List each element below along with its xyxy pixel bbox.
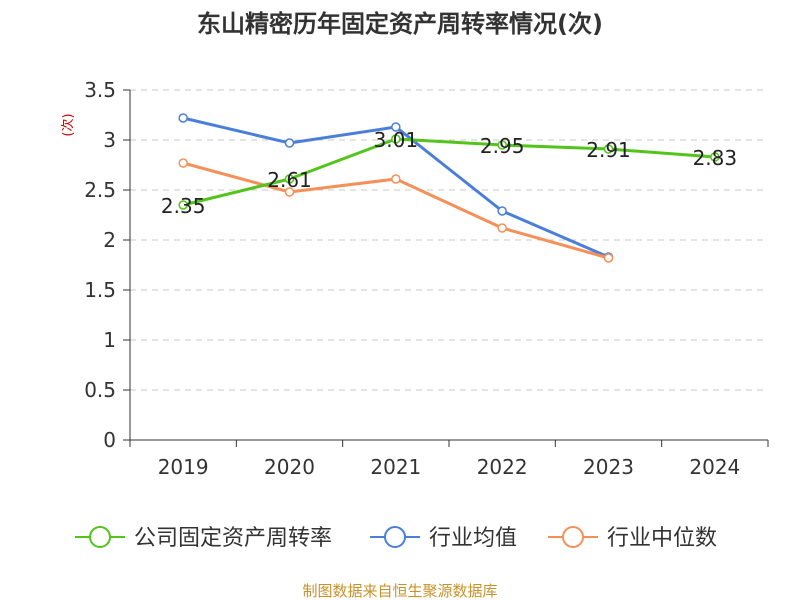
legend-marker [384,526,406,548]
series-layer [178,113,720,263]
data-point [497,140,507,150]
data-point [178,200,188,210]
y-tick-label: 0.5 [84,378,116,402]
data-point [391,174,401,184]
data-point [178,113,188,123]
data-label: 2.83 [693,146,738,170]
data-label: 2.91 [586,138,631,162]
y-tick-label: 2 [103,228,116,252]
y-tick-label: 3 [103,128,116,152]
data-label: 2.35 [161,194,206,218]
data-point [391,122,401,132]
legend-label: 公司固定资产周转率 [134,526,332,551]
x-tick-label: 2019 [158,455,209,479]
x-tick-label: 2023 [583,455,634,479]
data-label: 2.61 [267,168,312,192]
chart-title: 东山精密历年固定资产周转率情况(次) [197,10,603,38]
x-tick-label: 2021 [370,455,421,479]
y-axis-label: (次) [60,113,76,136]
data-point [284,138,295,148]
legend-label: 行业均值 [429,526,517,551]
data-label: 3.01 [374,128,419,152]
y-tick-label: 3.5 [84,78,116,102]
data-label: 2.95 [480,134,525,158]
legend-label: 行业中位数 [607,526,717,551]
data-labels: 2.35 2.61 3.01 2.95 2.91 2.83 [161,128,737,218]
x-tick-label: 2022 [477,455,528,479]
data-point [284,174,295,184]
y-tick-label: 1.5 [84,278,116,302]
data-point [710,152,720,162]
data-point [178,158,188,168]
legend-marker [562,526,584,548]
data-point [497,223,507,233]
x-tick-label: 2020 [264,455,315,479]
y-tick-label: 0 [103,428,116,452]
y-tick-label: 1 [103,328,116,352]
grid-lines [130,89,768,391]
legend-marker [89,526,111,548]
data-point [284,187,295,197]
series-line [182,137,715,207]
axes: 0 0.5 1 1.5 2 2.5 3 3.5 2019 2020 2021 2022 2023 2024 [84,78,769,479]
y-tick-label: 2.5 [84,178,116,202]
legend: 公司固定资产周转率 行业均值 行业中位数 [75,526,717,551]
x-tick-label: 2024 [689,455,740,479]
data-point [497,206,507,216]
source-note: 制图数据来自恒生聚源数据库 [302,582,497,600]
data-point [603,253,614,263]
data-point [603,144,614,154]
data-point [391,134,401,144]
